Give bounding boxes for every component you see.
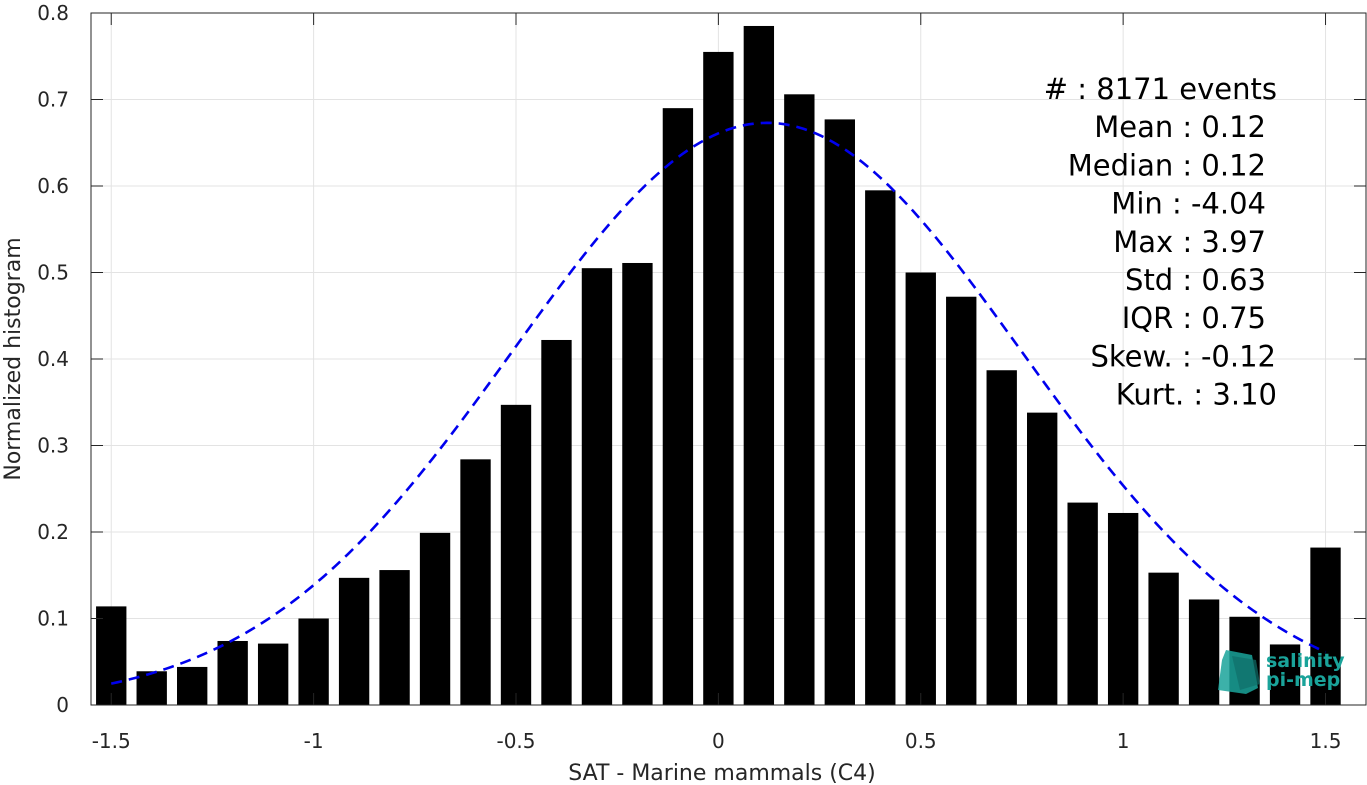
logo-facet-icon [1232, 656, 1260, 690]
stat-line: Median : 0.12 [1068, 148, 1266, 182]
histogram-bar [1107, 512, 1139, 705]
gaussian-fit-curve [110, 121, 1327, 685]
x-tick-labels: -1.5 -1 -0.5 0 0.5 1 1.5 [92, 729, 1342, 753]
histogram-bar [662, 108, 694, 705]
histogram-bar [1067, 502, 1098, 705]
y-tick-label: 0.5 [37, 261, 69, 285]
histogram-bar [96, 606, 127, 705]
histogram-bar [541, 339, 572, 705]
histogram-bar [1188, 599, 1220, 705]
stat-line: Skew. : -0.12 [1090, 339, 1276, 373]
logo-text-line1: salinity [1266, 650, 1345, 672]
y-tick-labels: 0 0.1 0.2 0.3 0.4 0.5 0.6 0.7 0.8 [37, 1, 69, 717]
y-tick-label: 0 [56, 693, 69, 717]
x-tick-label: 1 [1117, 729, 1130, 753]
stat-line: Max : 3.97 [1113, 225, 1266, 259]
histogram-bar [1027, 412, 1058, 705]
stat-line: Kurt. : 3.10 [1116, 378, 1277, 412]
y-tick-label: 0.8 [37, 1, 69, 25]
y-tick-label: 0.2 [37, 520, 69, 544]
histogram-bar [1269, 644, 1301, 705]
histogram-bar [703, 51, 734, 706]
histogram-bar [946, 296, 977, 705]
histogram-bar [257, 643, 289, 705]
histogram-bar [1310, 547, 1341, 705]
histogram-bar [1148, 572, 1179, 705]
histogram-bar [419, 532, 451, 705]
axis-ticks [91, 12, 1366, 706]
histogram-bar [622, 262, 653, 705]
stat-line: Std : 0.63 [1125, 263, 1266, 297]
histogram-bar [743, 25, 775, 706]
histogram-bar [136, 671, 167, 705]
logo-text-line2: pi-mep [1266, 669, 1340, 691]
stat-line: Min : -4.04 [1111, 187, 1266, 221]
histogram-bar [460, 459, 491, 705]
y-tick-label: 0.1 [37, 607, 69, 631]
histogram-bar [217, 640, 248, 705]
x-tick-label: -1 [304, 729, 324, 753]
histogram-bar [905, 272, 936, 705]
histogram-bar [581, 268, 613, 705]
y-tick-label: 0.4 [37, 347, 69, 371]
histogram-bar [865, 190, 896, 705]
histogram-bar [500, 404, 532, 705]
histogram-bar [784, 94, 815, 705]
x-tick-label: 0 [712, 729, 725, 753]
histogram-bar [379, 570, 410, 705]
x-tick-label: 1.5 [1310, 729, 1342, 753]
stat-line: IQR : 0.75 [1122, 301, 1266, 335]
histogram-bar [298, 618, 329, 705]
histogram-bar [177, 666, 208, 705]
histogram-bar [824, 119, 855, 705]
y-tick-label: 0.3 [37, 434, 69, 458]
stats-box: # : 8171 events Mean : 0.12 Median : 0.12 M… [1044, 72, 1277, 412]
histogram-bar [338, 577, 370, 705]
stat-line: Mean : 0.12 [1094, 110, 1266, 144]
x-tick-label: -1.5 [92, 729, 131, 753]
y-axis-label: Normalized histogram [1, 237, 26, 480]
x-tick-label: -0.5 [496, 729, 535, 753]
stat-line: # : 8171 events [1044, 72, 1277, 106]
y-tick-label: 0.7 [37, 88, 69, 112]
x-tick-label: 0.5 [905, 729, 937, 753]
x-axis-label: SAT - Marine mammals (C4) [568, 761, 876, 785]
histogram-bar [986, 370, 1017, 705]
y-tick-label: 0.6 [37, 174, 69, 198]
bars [96, 25, 1341, 706]
